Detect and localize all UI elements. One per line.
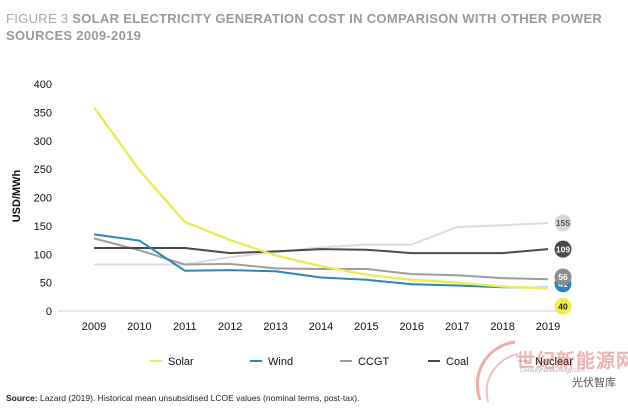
- x-tick-label: 2018: [490, 321, 514, 333]
- x-tick-label: 2011: [173, 321, 197, 333]
- end-label-bubble-coal: [554, 240, 572, 258]
- end-label-ccgt: 56: [558, 272, 568, 282]
- end-label-bubble-solar: [554, 297, 572, 315]
- figure-label: FIGURE 3: [6, 11, 69, 26]
- series-line-coal: [94, 247, 549, 255]
- x-axis: 2009 2010 2011 2012 2013 2014 2015 2016 2017 2018…: [58, 310, 570, 333]
- y-tick-label: 200: [34, 193, 52, 205]
- x-tick-label: 2012: [218, 321, 242, 333]
- watermark-brand-text: 光伏智库: [572, 376, 616, 389]
- x-tick-label: 2019: [536, 321, 560, 333]
- legend-label-wind: Wind: [268, 356, 293, 368]
- title-text: SOLAR ELECTRICITY GENERATION COST IN COM…: [72, 11, 603, 26]
- series-line-ccgt: [93, 237, 549, 281]
- series-line-solar: [93, 106, 549, 290]
- x-tick-label: 2014: [309, 321, 333, 333]
- source-text: Lazard (2019). Historical mean unsubsidi…: [40, 393, 360, 403]
- y-tick-label: 350: [34, 107, 52, 119]
- series-lines: [93, 106, 549, 290]
- y-axis-label-group: USD/MWh: [11, 169, 23, 222]
- watermark-logo: [460, 330, 620, 410]
- chart-title: FIGURE 3 SOLAR ELECTRICITY GENERATION CO…: [6, 11, 602, 26]
- y-tick-label: 150: [34, 221, 52, 233]
- y-tick-label: 250: [34, 164, 52, 176]
- y-tick-label: 100: [34, 249, 52, 261]
- chart-title-line2: SOURCES 2009-2019: [6, 28, 142, 43]
- y-tick-label: 400: [34, 79, 52, 91]
- series-line-wind: [93, 233, 549, 289]
- source-label: Source:: [6, 393, 38, 403]
- x-tick-label: 2009: [82, 321, 106, 333]
- series-line-nuclear: [94, 222, 549, 266]
- x-tick-label: 2013: [263, 321, 287, 333]
- legend-label-nuclear: Nuclear: [535, 356, 573, 368]
- y-tick-label: 50: [40, 278, 52, 290]
- y-axis-ticks: 0 50 100 150 200 250 300 350 400: [34, 79, 52, 318]
- legend-label-solar: Solar: [168, 356, 194, 368]
- legend-label-ccgt: CCGT: [358, 356, 389, 368]
- end-label-bubble-nuclear: [554, 214, 572, 232]
- x-tick-label: 2010: [127, 321, 151, 333]
- x-tick-label: 2017: [445, 321, 469, 333]
- y-tick-label: 0: [46, 306, 52, 318]
- y-axis-label: USD/MWh: [11, 169, 23, 222]
- watermark-site-text: 世纪新能源网: [516, 350, 628, 372]
- end-label-nuclear: 155: [556, 218, 570, 228]
- watermark-url-text: CenturyNewEnergy.com: [520, 368, 585, 374]
- series-end-labels: 404156109155: [554, 214, 572, 315]
- source-note: Source: Lazard (2019). Historical mean u…: [6, 393, 359, 403]
- legend: Solar Wind CCGT Coal Nuclear: [150, 356, 573, 368]
- x-tick-label: 2016: [400, 321, 424, 333]
- end-label-coal: 109: [556, 244, 570, 254]
- end-label-solar: 40: [558, 302, 568, 312]
- x-tick-label: 2015: [354, 321, 378, 333]
- end-label-bubble-ccgt: [554, 268, 572, 286]
- y-tick-label: 300: [34, 136, 52, 148]
- legend-label-coal: Coal: [446, 356, 469, 368]
